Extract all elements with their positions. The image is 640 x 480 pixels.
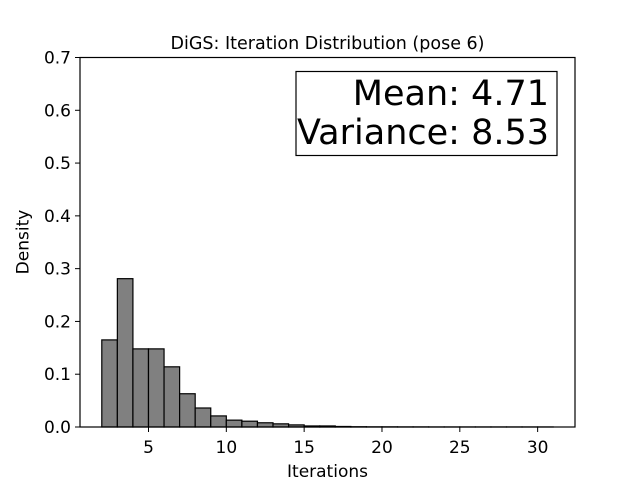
- stats-annotation: Mean: 4.71 Variance: 8.53: [295, 70, 558, 157]
- histogram-bar: [147, 348, 165, 428]
- histogram-bar: [116, 278, 134, 428]
- y-tick-label: 0.4: [44, 207, 71, 227]
- x-tick-label: 30: [527, 438, 549, 458]
- x-tick-label: 25: [449, 438, 471, 458]
- histogram-bar: [225, 419, 243, 428]
- bars-group: [101, 278, 554, 428]
- histogram-bar: [101, 339, 118, 428]
- y-tick-label: 0.0: [44, 418, 71, 438]
- plot-frame: [79, 56, 576, 428]
- x-tick-label: 15: [293, 438, 315, 458]
- histogram-bar: [179, 393, 196, 428]
- x-tick-label: 5: [143, 438, 154, 458]
- y-axis-label: Density: [14, 210, 34, 275]
- y-tick-label: 0.1: [44, 365, 71, 385]
- x-tick-label: 10: [216, 438, 238, 458]
- y-ticks-group: 0.0 0.1 0.2 0.3 0.4 0.5 0.6 0.7: [44, 49, 80, 438]
- y-tick-label: 0.5: [44, 154, 71, 174]
- histogram-bar: [194, 407, 212, 428]
- histogram-bar: [210, 415, 227, 428]
- mean-label: Mean: 4.71: [353, 74, 549, 114]
- stats-box: [295, 70, 558, 157]
- chart-title: DiGS: Iteration Distribution (pose 6): [171, 34, 485, 54]
- y-tick-label: 0.3: [44, 260, 71, 280]
- histogram-bar: [241, 420, 259, 428]
- x-ticks-group: 5 10 15 20 25 30: [143, 427, 548, 458]
- x-axis-label: Iterations: [287, 462, 368, 480]
- x-tick-label: 20: [371, 438, 393, 458]
- y-tick-label: 0.7: [44, 49, 71, 69]
- histogram-bar: [256, 422, 274, 428]
- y-tick-label: 0.2: [44, 312, 71, 332]
- y-tick-label: 0.6: [44, 101, 71, 121]
- variance-label: Variance: 8.53: [297, 113, 549, 153]
- histogram-bar: [163, 366, 181, 428]
- histogram-bar: [132, 348, 150, 428]
